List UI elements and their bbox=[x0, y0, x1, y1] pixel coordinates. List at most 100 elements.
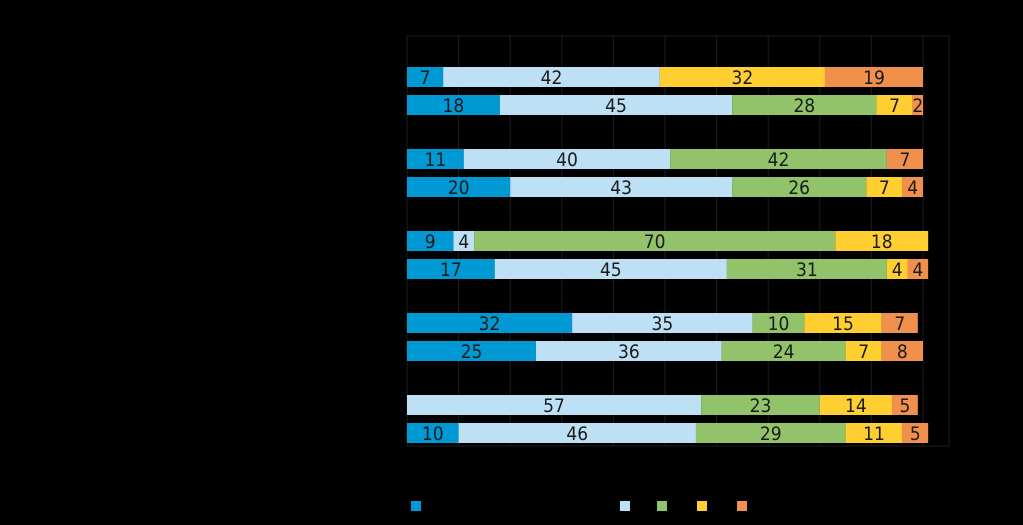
bar-segment bbox=[407, 231, 454, 251]
data-label: 42 bbox=[768, 149, 790, 171]
data-label: 14 bbox=[845, 395, 867, 417]
bar-segment bbox=[912, 95, 923, 115]
bar-segment bbox=[881, 341, 923, 361]
bar-segment bbox=[407, 423, 459, 443]
data-label: 19 bbox=[863, 67, 885, 89]
data-label: 4 bbox=[912, 259, 923, 281]
bar-segment bbox=[572, 313, 753, 333]
data-label: 57 bbox=[543, 395, 565, 417]
bar-segment bbox=[752, 313, 805, 333]
data-label: 17 bbox=[440, 259, 462, 281]
bar-segment bbox=[695, 423, 846, 443]
data-label: 31 bbox=[796, 259, 818, 281]
bar-segment bbox=[886, 149, 923, 169]
bar-segment bbox=[726, 259, 887, 279]
bar-segment bbox=[510, 177, 733, 197]
data-label: 36 bbox=[618, 341, 640, 363]
data-label: 11 bbox=[863, 423, 885, 445]
bar-segment bbox=[721, 341, 846, 361]
bar-segment bbox=[824, 67, 923, 87]
bar-segment bbox=[407, 341, 536, 361]
data-label: 29 bbox=[760, 423, 782, 445]
data-label: 26 bbox=[788, 177, 810, 199]
data-label: 10 bbox=[768, 313, 790, 335]
data-label: 7 bbox=[900, 149, 911, 171]
data-label: 8 bbox=[897, 341, 908, 363]
data-label: 4 bbox=[892, 259, 903, 281]
bar-segment bbox=[494, 259, 727, 279]
bar-segment bbox=[463, 149, 671, 169]
data-label: 2 bbox=[912, 95, 923, 117]
bar-segment bbox=[474, 231, 836, 251]
data-label: 7 bbox=[889, 95, 900, 117]
bar-segment bbox=[670, 149, 887, 169]
data-label: 32 bbox=[732, 67, 754, 89]
legend bbox=[411, 501, 747, 511]
data-label: 4 bbox=[458, 231, 469, 253]
data-label: 43 bbox=[610, 177, 632, 199]
bar-segment bbox=[732, 177, 867, 197]
legend-swatch bbox=[620, 501, 630, 511]
data-label: 5 bbox=[900, 395, 911, 417]
bar-segment bbox=[881, 313, 918, 333]
bar-segment bbox=[407, 177, 511, 197]
data-label: 28 bbox=[793, 95, 815, 117]
data-label: 5 bbox=[910, 423, 921, 445]
data-label: 4 bbox=[907, 177, 918, 199]
bar-segment bbox=[407, 67, 444, 87]
bar-segment bbox=[902, 177, 923, 197]
data-label: 23 bbox=[750, 395, 772, 417]
data-label: 45 bbox=[600, 259, 622, 281]
bar-segment bbox=[732, 95, 877, 115]
data-label: 20 bbox=[448, 177, 470, 199]
bar-segment bbox=[866, 177, 903, 197]
data-label: 32 bbox=[479, 313, 501, 335]
data-label: 7 bbox=[894, 313, 905, 335]
bar-segment bbox=[886, 259, 908, 279]
bar-segment bbox=[499, 95, 733, 115]
bar-segment bbox=[407, 395, 702, 415]
bar-segment bbox=[453, 231, 475, 251]
bar-segment bbox=[845, 423, 903, 443]
data-label: 7 bbox=[858, 341, 869, 363]
legend-swatch bbox=[411, 501, 421, 511]
data-label: 7 bbox=[420, 67, 431, 89]
legend-swatch bbox=[737, 501, 747, 511]
data-label: 70 bbox=[644, 231, 666, 253]
data-label: 15 bbox=[832, 313, 854, 335]
bar-segment bbox=[407, 95, 500, 115]
bar-segment bbox=[902, 423, 929, 443]
bar-segment bbox=[907, 259, 929, 279]
bar-segment bbox=[407, 259, 495, 279]
legend-swatch bbox=[657, 501, 667, 511]
data-label: 42 bbox=[541, 67, 563, 89]
data-label: 25 bbox=[461, 341, 483, 363]
bar-segment bbox=[536, 341, 722, 361]
bar-segment bbox=[804, 313, 882, 333]
bar-segment bbox=[876, 95, 913, 115]
data-label: 18 bbox=[871, 231, 893, 253]
data-label: 7 bbox=[879, 177, 890, 199]
bar-segment bbox=[701, 395, 820, 415]
data-label: 11 bbox=[425, 149, 447, 171]
data-label: 10 bbox=[422, 423, 444, 445]
bar-segment bbox=[819, 395, 893, 415]
data-label: 46 bbox=[566, 423, 588, 445]
data-label: 40 bbox=[556, 149, 578, 171]
data-label: 24 bbox=[773, 341, 795, 363]
data-label: 9 bbox=[425, 231, 436, 253]
bar-segment bbox=[407, 149, 464, 169]
data-label: 45 bbox=[605, 95, 627, 117]
legend-swatch bbox=[697, 501, 707, 511]
bar-segment bbox=[407, 313, 573, 333]
bar-segment bbox=[458, 423, 696, 443]
bar-segment bbox=[659, 67, 825, 87]
bar-segment bbox=[443, 67, 660, 87]
bar-segment bbox=[835, 231, 929, 251]
data-label: 35 bbox=[652, 313, 674, 335]
bar-segment bbox=[845, 341, 882, 361]
bar-segment bbox=[892, 395, 918, 415]
data-label: 18 bbox=[443, 95, 465, 117]
